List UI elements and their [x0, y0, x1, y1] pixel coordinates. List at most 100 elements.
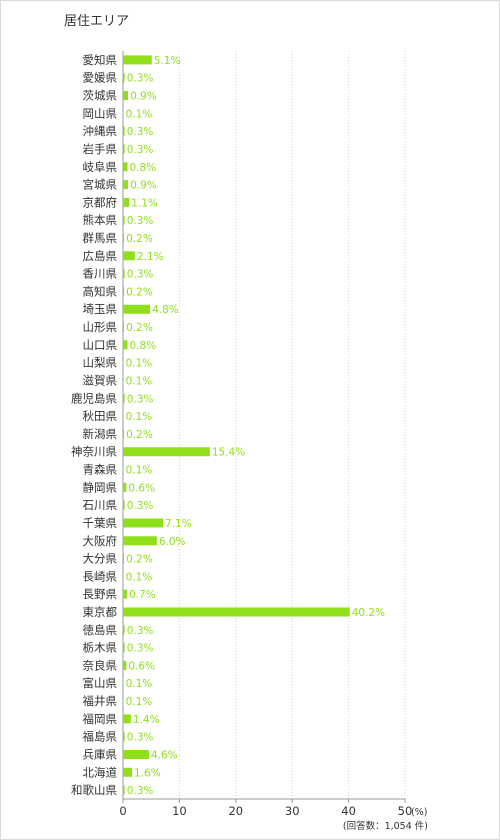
bar	[123, 536, 157, 546]
value-label: 0.2%	[126, 554, 153, 566]
bar	[123, 340, 128, 350]
category-label: 鹿児島県	[71, 391, 117, 405]
bar	[123, 643, 125, 653]
bar	[123, 126, 125, 136]
category-label: 山梨県	[83, 356, 118, 370]
bar	[123, 518, 164, 528]
category-label: 千葉県	[83, 516, 118, 530]
category-label: 青森県	[83, 463, 118, 477]
bar	[123, 429, 125, 439]
value-label: 0.3%	[127, 500, 154, 512]
value-label: 4.8%	[152, 304, 179, 316]
category-label: 福岡県	[83, 712, 118, 726]
bar	[123, 162, 128, 172]
value-label: 0.3%	[127, 73, 154, 85]
value-label: 0.1%	[126, 465, 153, 477]
category-label: 東京都	[83, 605, 118, 619]
category-label: 奈良県	[83, 658, 118, 672]
category-label: 大分県	[83, 552, 118, 566]
bar	[123, 393, 125, 403]
category-label: 京都府	[83, 195, 118, 209]
value-label: 0.1%	[126, 571, 153, 583]
x-tick-label: 40	[341, 804, 356, 818]
bar	[123, 785, 125, 795]
category-label: 熊本県	[83, 213, 118, 227]
value-label: 0.3%	[127, 625, 154, 637]
bar	[123, 197, 130, 207]
bar	[123, 144, 125, 154]
value-label: 4.6%	[151, 749, 178, 761]
bar	[123, 251, 135, 261]
category-label: 群馬県	[83, 231, 118, 245]
category-label: 石川県	[83, 498, 118, 512]
category-label: 大阪府	[83, 534, 118, 548]
value-label: 0.1%	[126, 411, 153, 423]
category-label: 埼玉県	[83, 302, 118, 316]
category-label: 徳島県	[83, 623, 118, 637]
category-label: 広島県	[83, 249, 118, 263]
category-label: 福島県	[83, 730, 118, 744]
value-label: 0.6%	[128, 482, 155, 494]
category-label: 愛知県	[83, 53, 118, 67]
value-label: 0.2%	[126, 233, 153, 245]
value-label: 0.1%	[126, 696, 153, 708]
bar	[123, 554, 125, 564]
value-label: 40.2%	[352, 607, 385, 619]
value-label: 0.1%	[126, 375, 153, 387]
x-tick-label: 10	[172, 804, 187, 818]
value-label: 0.3%	[127, 785, 154, 797]
category-label: 山形県	[83, 320, 118, 334]
value-label: 0.7%	[129, 589, 156, 601]
category-label: 沖縄県	[83, 124, 118, 138]
bar	[123, 233, 125, 243]
bar	[123, 358, 124, 368]
category-label: 長崎県	[83, 569, 118, 583]
value-label: 0.3%	[127, 126, 154, 138]
category-label: 宮城県	[83, 178, 118, 192]
category-label: 秋田県	[83, 409, 118, 423]
value-label: 0.2%	[126, 322, 153, 334]
value-label: 0.6%	[128, 660, 155, 672]
bar	[123, 286, 125, 296]
bar	[123, 180, 129, 190]
value-label: 0.3%	[127, 393, 154, 405]
value-label: 0.3%	[127, 643, 154, 655]
value-label: 0.8%	[130, 340, 157, 352]
category-label: 茨城県	[83, 89, 118, 103]
bar	[123, 607, 350, 617]
bar	[123, 108, 124, 118]
category-label: 静岡県	[83, 480, 118, 494]
bar	[123, 215, 125, 225]
category-label: 岡山県	[83, 106, 118, 120]
bar	[123, 55, 152, 65]
category-label: 和歌山県	[71, 783, 117, 797]
value-label: 0.1%	[126, 358, 153, 370]
category-label: 愛媛県	[83, 71, 118, 85]
category-label: 北海道	[83, 765, 118, 779]
value-label: 15.4%	[212, 447, 245, 459]
value-label: 0.2%	[126, 286, 153, 298]
category-label: 岐阜県	[83, 160, 118, 174]
category-label: 富山県	[83, 676, 118, 690]
bar	[123, 678, 124, 688]
value-label: 0.3%	[127, 732, 154, 744]
value-label: 0.9%	[130, 180, 157, 192]
bar	[123, 304, 151, 314]
bar	[123, 465, 124, 475]
value-label: 0.3%	[127, 215, 154, 227]
bar	[123, 660, 127, 670]
value-label: 0.3%	[127, 269, 154, 281]
value-label: 1.1%	[131, 197, 158, 209]
bar	[123, 571, 124, 581]
response-count-note: (回答数：1,054 件)	[343, 820, 428, 832]
bar	[123, 482, 127, 492]
bar	[123, 767, 133, 777]
bar	[123, 749, 149, 759]
category-label: 香川県	[83, 267, 118, 281]
category-label: 福井県	[83, 694, 118, 708]
category-label: 滋賀県	[83, 373, 118, 387]
value-label: 5.1%	[154, 55, 181, 67]
category-label: 高知県	[83, 284, 118, 298]
x-tick-label: 20	[228, 804, 243, 818]
unit-label: (%)	[411, 807, 427, 818]
